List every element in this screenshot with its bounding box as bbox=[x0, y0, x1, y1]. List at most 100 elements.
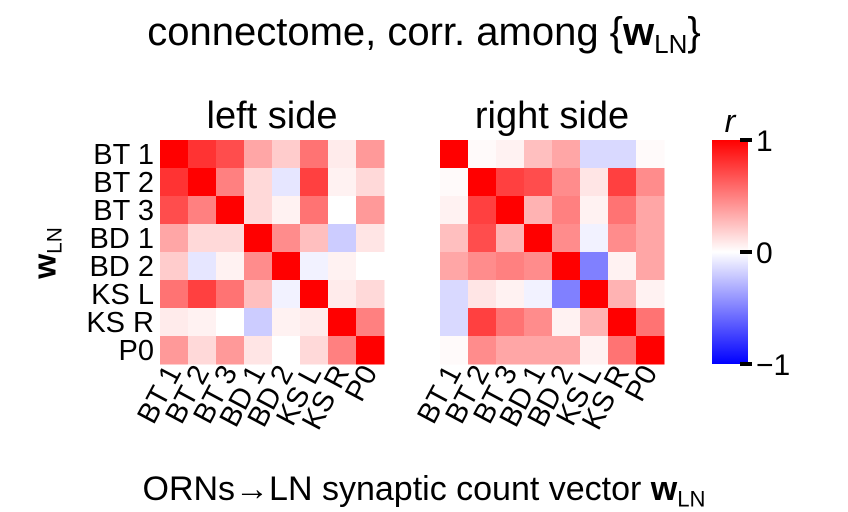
heatmap-cell bbox=[188, 168, 217, 197]
heatmap-cell bbox=[440, 308, 469, 337]
heatmap-cell bbox=[468, 280, 497, 309]
heatmap-cell bbox=[524, 308, 553, 337]
heatmap-cell bbox=[468, 196, 497, 225]
heatmap-cell bbox=[608, 168, 637, 197]
heatmap-cell bbox=[300, 224, 329, 253]
heatmap-cell bbox=[160, 280, 189, 309]
row-tick-label: KS R bbox=[86, 307, 154, 339]
heatmap-cell bbox=[216, 280, 245, 309]
heatmap-cell bbox=[580, 168, 609, 197]
heatmap-cell bbox=[552, 308, 581, 337]
heatmap-cell bbox=[216, 224, 245, 253]
heatmap-cell bbox=[244, 140, 273, 169]
col-tick-label: BT 2 bbox=[439, 360, 496, 429]
heatmap-cell bbox=[188, 280, 217, 309]
heatmap-cell bbox=[244, 196, 273, 225]
heatmap-cell bbox=[328, 336, 357, 365]
colorbar: r1 0 −1 bbox=[712, 103, 790, 382]
heatmap-cell bbox=[440, 336, 469, 365]
heatmap-cell bbox=[272, 140, 301, 169]
heatmap-cell bbox=[552, 252, 581, 281]
heatmap-cell bbox=[300, 140, 329, 169]
heatmap-cell bbox=[524, 280, 553, 309]
heatmap-cell bbox=[188, 140, 217, 169]
heatmap-cell bbox=[468, 252, 497, 281]
heatmap-cell bbox=[580, 196, 609, 225]
heatmap-cell bbox=[440, 280, 469, 309]
heatmap-cell bbox=[608, 308, 637, 337]
row-tick-label: BT 3 bbox=[93, 195, 154, 227]
heatmap-cell bbox=[300, 196, 329, 225]
col-tick-label: BT 1 bbox=[131, 360, 188, 429]
heatmap-cell bbox=[440, 224, 469, 253]
row-tick-label: KS L bbox=[91, 279, 154, 311]
heatmap-cell bbox=[300, 336, 329, 365]
heatmap-cell bbox=[636, 224, 665, 253]
colorbar-label: r bbox=[725, 103, 737, 139]
heatmap-cell bbox=[216, 140, 245, 169]
heatmap-cell bbox=[468, 224, 497, 253]
heatmap-cell bbox=[272, 336, 301, 365]
col-tick-label: BT 1 bbox=[411, 360, 468, 429]
heatmap-cell bbox=[496, 196, 525, 225]
panel-subtitle: left side bbox=[207, 95, 338, 137]
heatmap-cell bbox=[356, 336, 385, 365]
heatmap-cell bbox=[468, 336, 497, 365]
heatmap-cell bbox=[356, 196, 385, 225]
colorbar-tick-label: −1 bbox=[756, 349, 790, 382]
col-tick-label: BT 3 bbox=[187, 360, 244, 429]
heatmap-cell bbox=[160, 168, 189, 197]
heatmap-cell bbox=[552, 280, 581, 309]
col-tick-label: BD 2 bbox=[522, 360, 581, 432]
heatmap-cell bbox=[356, 280, 385, 309]
heatmap-cell bbox=[608, 252, 637, 281]
heatmap-cell bbox=[328, 168, 357, 197]
heatmap-cell bbox=[552, 168, 581, 197]
panel-subtitle: right side bbox=[475, 95, 629, 137]
heatmap-cell bbox=[608, 196, 637, 225]
heatmap-cell bbox=[272, 196, 301, 225]
heatmap-cell bbox=[636, 336, 665, 365]
heatmap-cell bbox=[160, 252, 189, 281]
heatmap-cell bbox=[636, 140, 665, 169]
heatmap-cell bbox=[216, 336, 245, 365]
heatmap-cell bbox=[328, 308, 357, 337]
col-tick-label: P0 bbox=[619, 360, 664, 406]
heatmap-cell bbox=[496, 252, 525, 281]
heatmap-cell bbox=[272, 252, 301, 281]
heatmap-cell bbox=[636, 308, 665, 337]
heatmap-cell bbox=[468, 168, 497, 197]
heatmap-cell bbox=[160, 336, 189, 365]
heatmap-cell bbox=[440, 196, 469, 225]
heatmap-cell bbox=[580, 308, 609, 337]
heatmap-cell bbox=[300, 280, 329, 309]
heatmap-cell bbox=[440, 252, 469, 281]
heatmap-cell bbox=[244, 224, 273, 253]
colorbar-gradient bbox=[712, 140, 748, 364]
heatmap-cell bbox=[244, 336, 273, 365]
heatmap-cell bbox=[356, 308, 385, 337]
heatmap-cell bbox=[608, 224, 637, 253]
heatmap-cell bbox=[552, 336, 581, 365]
heatmap-cell bbox=[160, 224, 189, 253]
heatmap-cell bbox=[188, 336, 217, 365]
heatmap-cell bbox=[328, 252, 357, 281]
heatmap-cell bbox=[552, 140, 581, 169]
heatmap-cell bbox=[188, 224, 217, 253]
heatmap-cell bbox=[496, 140, 525, 169]
heatmap-cell bbox=[468, 308, 497, 337]
heatmap-cell bbox=[328, 140, 357, 169]
colorbar-tick-label: 1 bbox=[756, 125, 773, 158]
heatmap-cell bbox=[524, 224, 553, 253]
heatmap-cell bbox=[524, 252, 553, 281]
heatmap-cell bbox=[244, 168, 273, 197]
col-tick-label: KS L bbox=[270, 360, 328, 431]
heatmap-cell bbox=[440, 140, 469, 169]
heatmap-cell bbox=[328, 196, 357, 225]
heatmap-cell bbox=[580, 252, 609, 281]
heatmap-cell bbox=[636, 196, 665, 225]
heatmap-cell bbox=[272, 308, 301, 337]
heatmap-cell bbox=[244, 280, 273, 309]
heatmap-cell bbox=[580, 140, 609, 169]
